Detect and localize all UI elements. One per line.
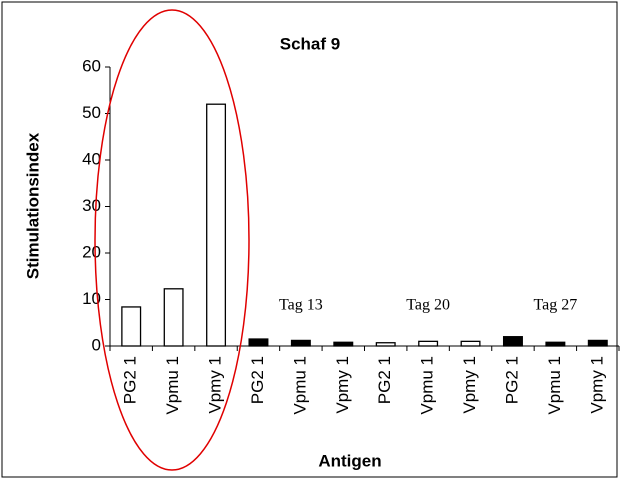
chart-title: Schaf 9 (280, 34, 340, 53)
x-axis-label: Antigen (318, 451, 381, 470)
bar (375, 342, 396, 347)
x-tick-label: Vpmy 1 (206, 356, 225, 414)
bar (290, 339, 311, 347)
bar (206, 103, 227, 347)
x-tick-label: Vpmu 1 (290, 356, 309, 415)
y-tick-label: 10 (82, 289, 101, 308)
y-tick-label: 40 (82, 149, 101, 168)
bar (545, 341, 566, 347)
x-tick-label: PG2 1 (375, 356, 394, 404)
bar (460, 340, 481, 347)
bar (121, 306, 142, 347)
x-tick-label: Vpmy 1 (587, 356, 606, 414)
bar (333, 341, 354, 347)
highlight-ellipse (94, 9, 250, 471)
x-tick-label: Vpmy 1 (460, 356, 479, 414)
bar (502, 336, 523, 347)
bar (587, 339, 608, 347)
x-tick-label: Vpmu 1 (418, 356, 437, 415)
x-tick-label: PG2 1 (502, 356, 521, 404)
x-tick-label: Vpmu 1 (545, 356, 564, 415)
x-tick-label: PG2 1 (248, 356, 267, 404)
bar (248, 338, 269, 347)
x-tick-label: Vpmu 1 (163, 356, 182, 415)
bar (163, 288, 184, 347)
y-tick-label: 0 (92, 335, 101, 354)
annotation: Tag 13 (279, 297, 323, 314)
bar (418, 340, 439, 347)
x-tick-label: PG2 1 (121, 356, 140, 404)
y-tick-label: 60 (82, 56, 101, 75)
y-tick-label: 30 (82, 196, 101, 215)
y-tick-label: 50 (82, 103, 101, 122)
y-axis-label: Stimulationsindex (23, 132, 42, 279)
x-tick-label: Vpmy 1 (333, 356, 352, 414)
y-tick-label: 20 (82, 242, 101, 261)
annotation: Tag 27 (533, 297, 577, 314)
annotation: Tag 20 (406, 297, 450, 314)
